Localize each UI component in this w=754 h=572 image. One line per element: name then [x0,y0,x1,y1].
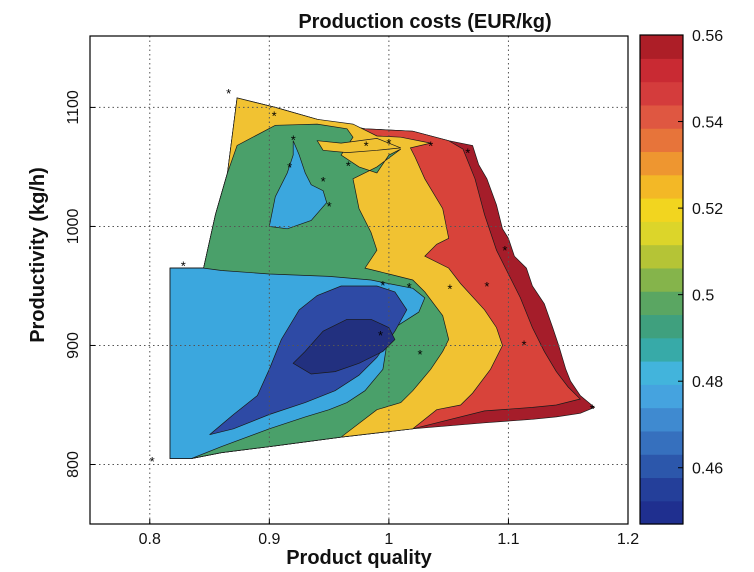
data-marker: * [447,281,452,296]
contour-regions [169,97,596,459]
data-marker: * [321,174,326,189]
colorbar-band [640,314,683,339]
colorbar: 0.46 0.48 0.5 0.52 0.54 0.56 [639,28,723,525]
data-marker: * [590,402,595,417]
colorbar-band [640,81,683,106]
data-marker: * [521,337,526,352]
colorbar-band [640,221,683,246]
colorbar-band [640,104,683,129]
data-marker: * [150,454,155,469]
data-marker: * [465,146,470,161]
plot-frame [89,35,629,525]
y-axis-ticks: 800 900 1000 1100 [65,90,95,478]
colorbar-tick-label: 0.52 [692,201,723,218]
colorbar-tick-label: 0.5 [692,288,714,305]
grid-lines [90,36,628,524]
y-axis-label: Productivity (kg/h) [27,167,49,343]
data-marker: * [380,278,385,293]
colorbar-band [640,384,683,409]
colorbar-band [640,151,683,176]
chart-title: Production costs (EUR/kg) [298,11,551,33]
contour-region-0.452 [292,318,396,375]
data-marker: * [181,259,186,274]
colorbar-band [640,128,683,153]
data-marker: * [407,280,412,295]
data-marker: * [272,109,277,124]
contour-island-1 [268,140,328,230]
colorbar-band [640,35,683,59]
colorbar-tick-label: 0.56 [692,28,723,45]
colorbar-tick-label: 0.48 [692,374,723,391]
colorbar-band [640,430,683,455]
colorbar-band [640,477,683,502]
data-marker: * [378,328,383,343]
x-axis-label: Product quality [286,547,432,569]
colorbar-tick-label: 0.46 [692,461,723,478]
data-marker: * [428,139,433,154]
x-tick-label: 1 [384,531,393,548]
colorbar-frame [639,34,684,525]
colorbar-tick-label: 0.54 [692,115,723,132]
y-tick-label: 1100 [65,90,82,125]
data-marker: * [484,279,489,294]
data-marker: * [291,133,296,148]
colorbar-bands [640,35,683,525]
data-marker: * [364,139,369,154]
colorbar-band [640,267,683,292]
colorbar-band [640,500,683,525]
y-tick-label: 800 [65,451,82,478]
x-axis-ticks: 0.8 0.9 1 1.1 1.2 [139,519,639,548]
data-marker: * [287,160,292,175]
colorbar-band [640,198,683,222]
colorbar-band [640,407,683,432]
data-marker: * [417,347,422,362]
y-tick-label: 900 [65,332,82,359]
x-tick-label: 1.2 [617,531,639,548]
colorbar-band [640,291,683,316]
data-marker: * [226,86,231,101]
x-tick-label: 0.9 [258,531,280,548]
x-tick-label: 1.1 [497,531,519,548]
colorbar-band [640,361,683,385]
colorbar-band [640,244,683,269]
data-marker: * [327,199,332,214]
colorbar-ticks: 0.46 0.48 0.5 0.52 0.54 0.56 [678,28,723,478]
data-marker: * [502,243,507,258]
colorbar-band [640,454,683,479]
data-marker: * [386,136,391,151]
data-marker: * [346,159,351,174]
colorbar-band [640,58,683,83]
x-tick-label: 0.8 [139,531,161,548]
y-tick-label: 1000 [65,209,82,245]
colorbar-band [640,174,683,199]
colorbar-band [640,337,683,362]
data-markers: ********** * * ********** [150,86,595,469]
